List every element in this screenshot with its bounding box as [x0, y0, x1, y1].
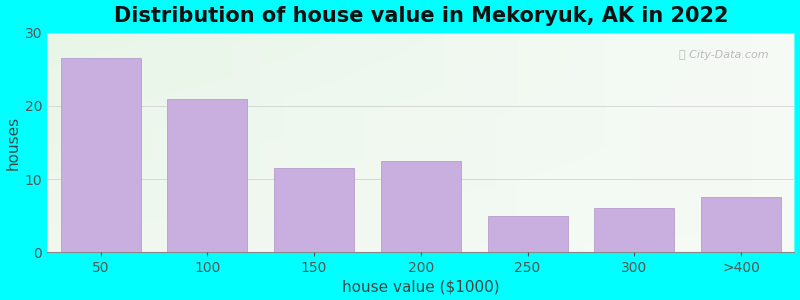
Bar [274, 168, 354, 252]
Text: ⓘ City-Data.com: ⓘ City-Data.com [678, 50, 768, 60]
Bar [167, 98, 247, 252]
Title: Distribution of house value in Mekoryuk, AK in 2022: Distribution of house value in Mekoryuk,… [114, 6, 728, 26]
Bar [594, 208, 674, 252]
Y-axis label: houses: houses [6, 116, 21, 169]
Bar [487, 216, 568, 252]
Bar [701, 197, 781, 252]
Bar [61, 58, 141, 252]
X-axis label: house value ($1000): house value ($1000) [342, 279, 500, 294]
Bar [381, 161, 461, 252]
